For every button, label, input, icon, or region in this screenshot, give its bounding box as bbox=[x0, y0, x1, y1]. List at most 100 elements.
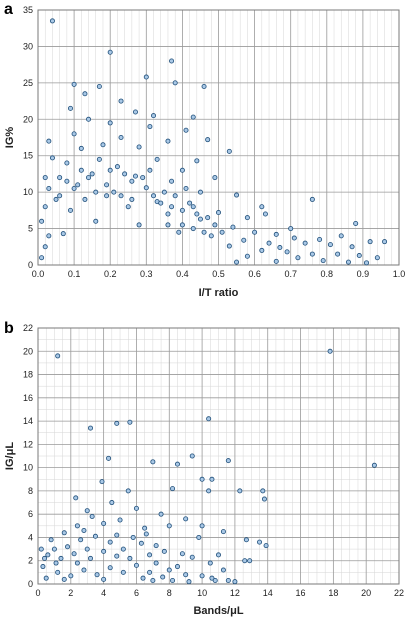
data-point bbox=[39, 255, 45, 261]
data-point bbox=[125, 488, 131, 494]
data-point bbox=[199, 573, 205, 579]
data-point bbox=[364, 260, 370, 266]
data-point bbox=[75, 182, 81, 188]
data-point bbox=[71, 81, 77, 87]
data-point bbox=[220, 567, 226, 573]
y-tick-label: 10 bbox=[23, 187, 33, 197]
data-point bbox=[187, 200, 193, 206]
y-tick-label: 25 bbox=[23, 78, 33, 88]
data-point bbox=[73, 495, 79, 501]
data-point bbox=[266, 240, 272, 246]
data-point bbox=[107, 539, 113, 545]
data-point bbox=[132, 173, 138, 179]
data-point bbox=[260, 488, 266, 494]
data-point bbox=[81, 527, 87, 533]
data-point bbox=[273, 231, 279, 237]
data-point bbox=[237, 488, 243, 494]
data-point bbox=[244, 215, 250, 221]
y-tick-label: 6 bbox=[28, 509, 33, 519]
data-point bbox=[120, 569, 126, 575]
y-tick-label: 0 bbox=[28, 579, 33, 589]
data-point bbox=[114, 420, 120, 426]
data-point bbox=[143, 74, 149, 80]
data-point bbox=[74, 560, 80, 566]
data-point bbox=[111, 189, 117, 195]
data-point bbox=[174, 461, 180, 467]
data-point bbox=[55, 569, 61, 575]
data-point bbox=[183, 127, 189, 133]
x-tick-label: 14 bbox=[263, 588, 273, 598]
data-point bbox=[158, 200, 164, 206]
data-point bbox=[129, 178, 135, 184]
y-tick-label: 35 bbox=[23, 5, 33, 15]
data-point bbox=[225, 578, 231, 584]
data-point bbox=[82, 196, 88, 202]
data-point bbox=[165, 211, 171, 217]
data-point bbox=[206, 488, 212, 494]
data-point bbox=[205, 137, 211, 143]
data-point bbox=[151, 113, 157, 119]
data-point bbox=[107, 120, 113, 126]
data-point bbox=[136, 144, 142, 150]
data-point bbox=[86, 116, 92, 122]
y-tick-label: 10 bbox=[23, 463, 33, 473]
data-point bbox=[43, 575, 49, 581]
data-point bbox=[104, 193, 110, 199]
data-point bbox=[86, 175, 92, 181]
data-point bbox=[38, 546, 44, 552]
data-point bbox=[114, 164, 120, 170]
x-axis-label: I/T ratio bbox=[199, 287, 239, 299]
data-point bbox=[46, 138, 52, 144]
data-point bbox=[257, 539, 263, 545]
data-point bbox=[45, 552, 51, 558]
data-point bbox=[172, 193, 178, 199]
data-point bbox=[46, 185, 52, 191]
data-point bbox=[49, 155, 55, 161]
data-point bbox=[147, 552, 153, 558]
data-point bbox=[125, 204, 131, 210]
data-point bbox=[127, 419, 133, 425]
data-point bbox=[183, 572, 189, 578]
data-point bbox=[212, 175, 218, 181]
data-point bbox=[84, 508, 90, 514]
data-point bbox=[71, 551, 77, 557]
data-point bbox=[309, 251, 315, 257]
data-point bbox=[143, 185, 149, 191]
data-point bbox=[244, 253, 250, 259]
x-tick-label: 0.7 bbox=[284, 269, 297, 279]
data-point bbox=[60, 231, 66, 237]
data-point bbox=[169, 178, 175, 184]
data-point bbox=[169, 58, 175, 64]
data-point bbox=[356, 253, 362, 259]
x-tick-label: 0.5 bbox=[212, 269, 225, 279]
data-point bbox=[89, 171, 95, 177]
y-tick-label: 2 bbox=[28, 556, 33, 566]
data-point bbox=[140, 175, 146, 181]
data-point bbox=[117, 517, 123, 523]
data-point bbox=[179, 222, 185, 228]
y-tick-label: 0 bbox=[28, 260, 33, 270]
data-point bbox=[93, 189, 99, 195]
data-point bbox=[130, 534, 136, 540]
data-point bbox=[151, 193, 157, 199]
data-point bbox=[101, 548, 107, 554]
data-point bbox=[140, 575, 146, 581]
data-point bbox=[150, 459, 156, 465]
data-point bbox=[190, 204, 196, 210]
y-tick-label: 20 bbox=[23, 114, 33, 124]
data-point bbox=[61, 576, 67, 582]
data-point bbox=[160, 574, 166, 580]
data-point bbox=[88, 555, 94, 561]
y-tick-label: 18 bbox=[23, 370, 33, 380]
data-point bbox=[58, 555, 64, 561]
data-point bbox=[273, 258, 279, 264]
data-point bbox=[81, 567, 87, 573]
data-point bbox=[158, 511, 164, 517]
data-point bbox=[64, 160, 70, 166]
data-point bbox=[65, 544, 71, 550]
data-point bbox=[247, 558, 253, 564]
data-point bbox=[234, 259, 240, 265]
data-point bbox=[170, 578, 176, 584]
data-point bbox=[186, 579, 192, 585]
y-axis-label: IG% bbox=[4, 127, 16, 149]
